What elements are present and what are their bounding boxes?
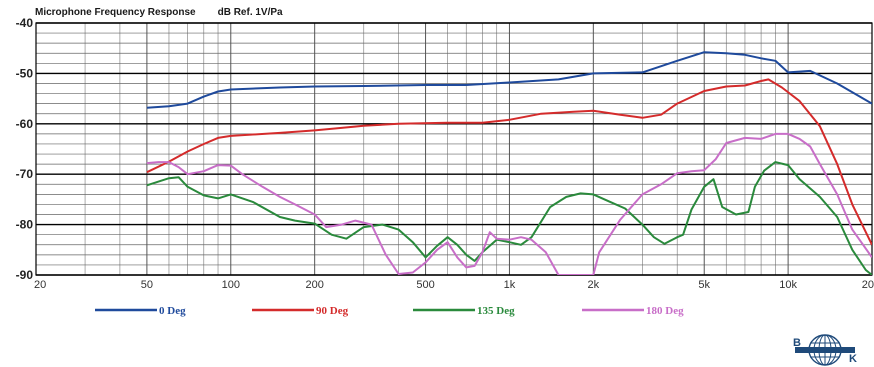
legend-label: 180 Deg: [646, 305, 684, 317]
minor-grid: [36, 23, 872, 275]
legend-label: 135 Deg: [477, 305, 515, 317]
x-tick-label: 20: [34, 279, 46, 291]
legend: 0 Deg 90 Deg 135 Deg 180 Deg: [95, 305, 684, 317]
plot-frame: [35, 22, 873, 276]
chart-title-unit: dB Ref. 1V/Pa: [217, 7, 283, 18]
logo-band: [795, 347, 855, 353]
x-tick-label: 500: [416, 279, 434, 291]
legend-label: 90 Deg: [316, 305, 349, 317]
chart-title-main: Microphone Frequency Response: [35, 7, 196, 18]
x-tick-label: 1k: [504, 279, 516, 291]
y-tick-label: -70: [16, 167, 34, 181]
x-axis-labels: 20 50 100 200 500 1k 2k 5k 10k 20: [34, 279, 874, 291]
x-tick-label: 200: [305, 279, 323, 291]
x-tick-label: 50: [141, 279, 153, 291]
x-tick-label: 2k: [588, 279, 600, 291]
legend-label: 0 Deg: [159, 305, 186, 317]
y-tick-label: -60: [16, 117, 34, 131]
bk-logo: B K: [793, 334, 857, 366]
x-tick-label: 100: [222, 279, 240, 291]
y-tick-label: -80: [16, 218, 34, 232]
x-tick-label: 5k: [698, 279, 710, 291]
y-axis-labels: -40 -50 -60 -70 -80 -90: [16, 16, 34, 282]
series-line-90-deg: [146, 78, 872, 246]
x-tick-label: 20: [862, 279, 874, 291]
chart-title: Microphone Frequency Response dB Ref. 1V/…: [35, 7, 283, 18]
series-line-0-deg: [146, 51, 872, 109]
x-tick-label: 10k: [779, 279, 797, 291]
major-grid: [35, 22, 873, 276]
series-line-135-deg: [146, 161, 872, 275]
series-line-180-deg: [146, 132, 872, 275]
y-tick-label: -50: [16, 66, 34, 80]
y-tick-label: -90: [16, 268, 34, 282]
y-tick-label: -40: [16, 16, 34, 30]
logo-letter-k: K: [849, 353, 857, 365]
series-lines: [146, 51, 872, 275]
logo-letter-b: B: [793, 337, 801, 349]
